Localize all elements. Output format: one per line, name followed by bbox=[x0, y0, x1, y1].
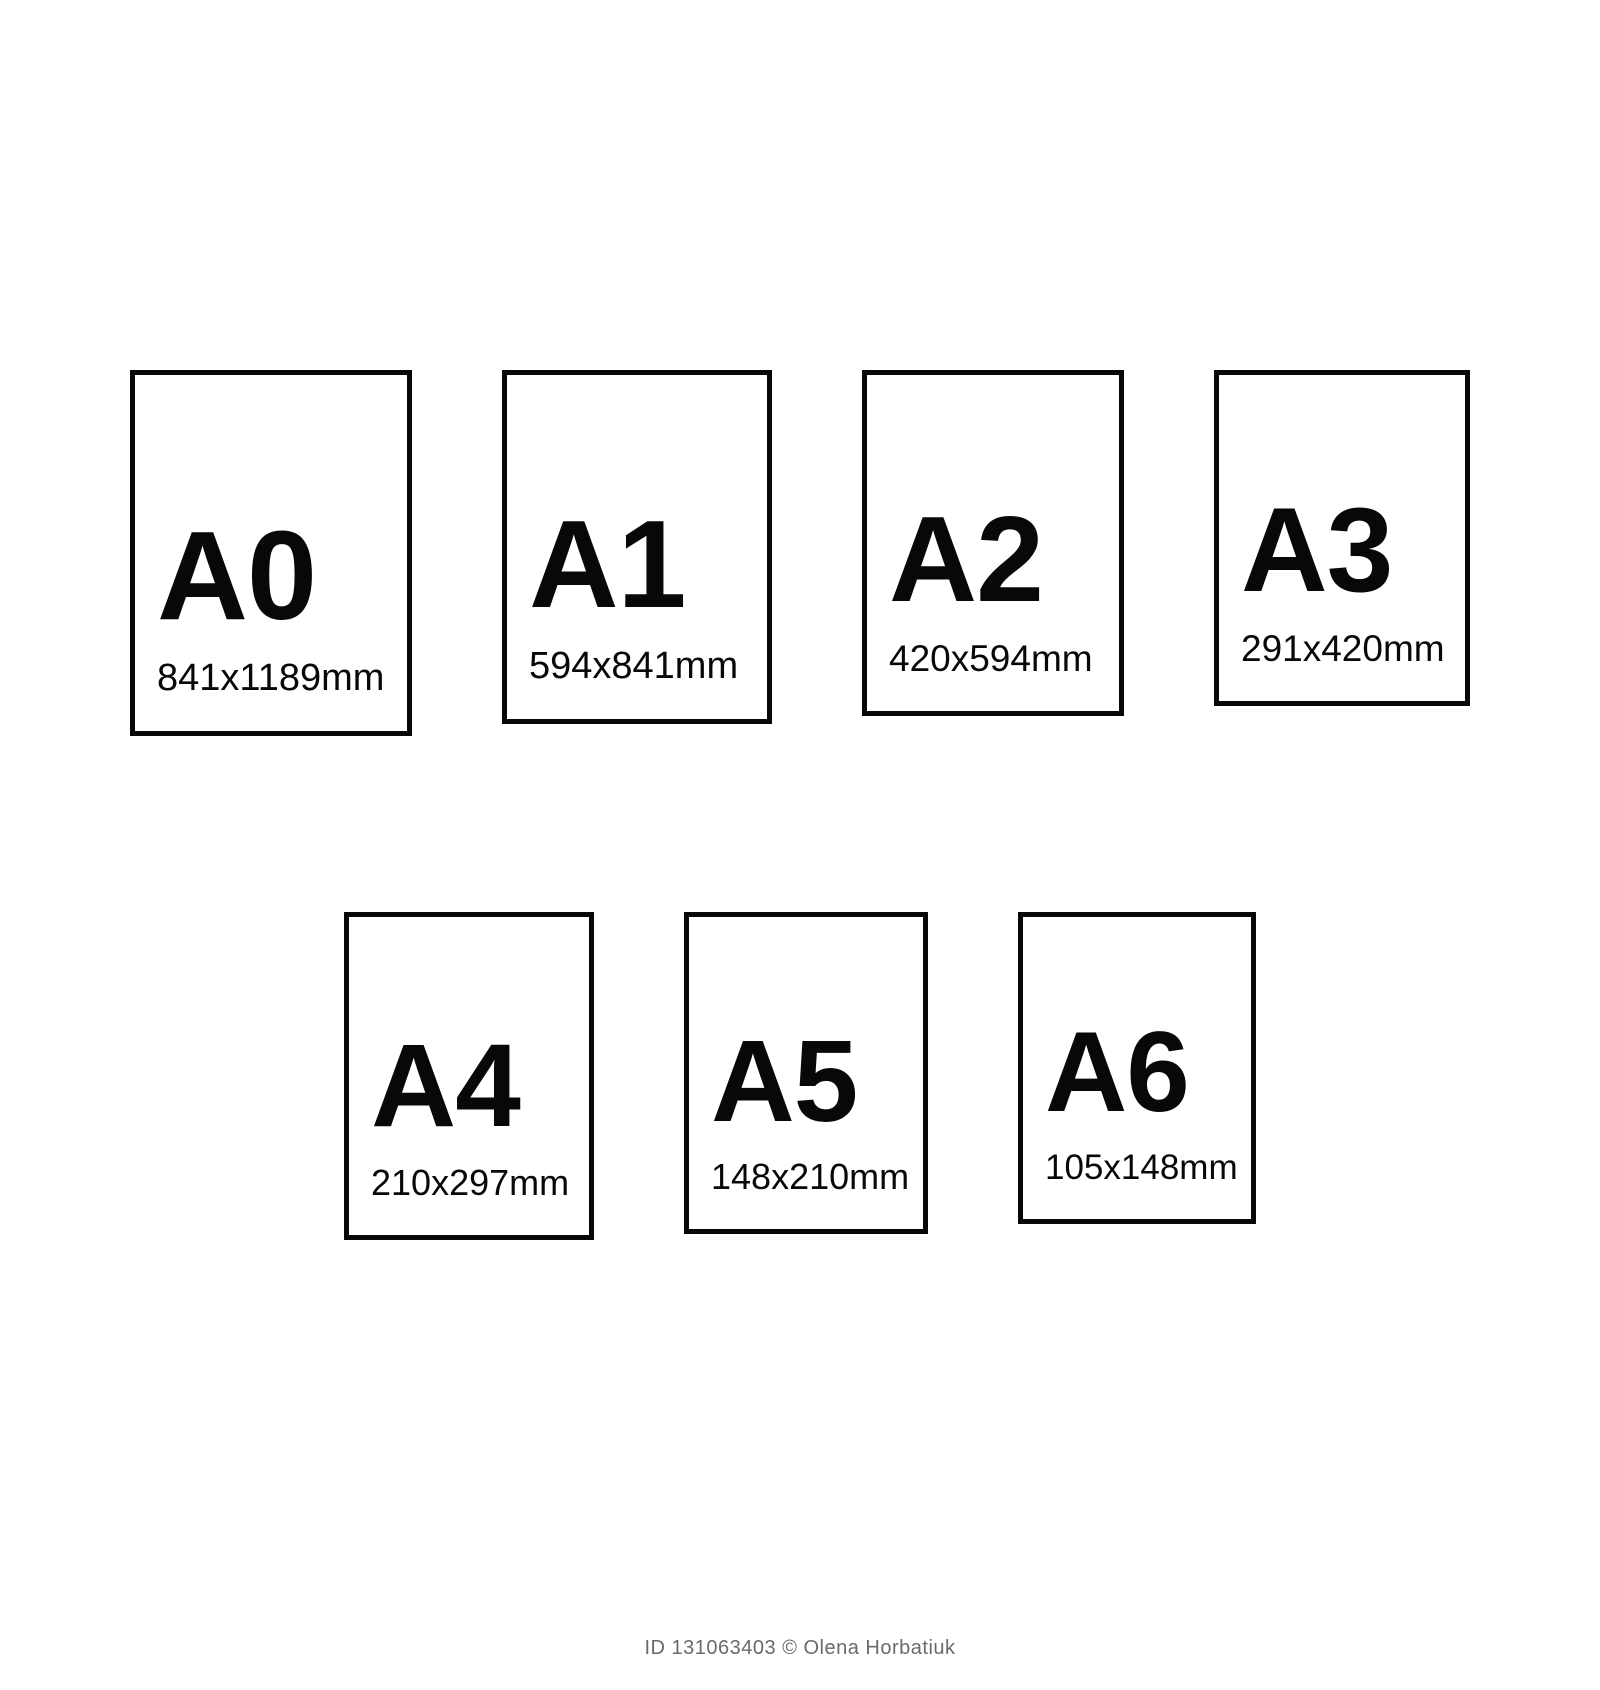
card-a1: A1 594x841mm bbox=[502, 370, 772, 724]
dims-a4: 210x297mm bbox=[371, 1165, 569, 1201]
dims-a6: 105x148mm bbox=[1045, 1150, 1238, 1185]
row-bottom: A4 210x297mm A5 148x210mm A6 105x148mm bbox=[0, 912, 1600, 1240]
card-a2: A2 420x594mm bbox=[862, 370, 1124, 716]
dims-a1: 594x841mm bbox=[529, 647, 738, 685]
label-a4: A4 bbox=[371, 1027, 520, 1145]
dims-a3: 291x420mm bbox=[1241, 630, 1445, 667]
card-a3: A3 291x420mm bbox=[1214, 370, 1470, 706]
row-top: A0 841x1189mm A1 594x841mm A2 420x594mm … bbox=[0, 370, 1600, 736]
card-a6: A6 105x148mm bbox=[1018, 912, 1256, 1224]
card-a5: A5 148x210mm bbox=[684, 912, 928, 1234]
paper-sizes-infographic: A0 841x1189mm A1 594x841mm A2 420x594mm … bbox=[0, 0, 1600, 1690]
attribution-id: ID 131063403 © Olena Horbatiuk bbox=[0, 1637, 1600, 1660]
card-a0: A0 841x1189mm bbox=[130, 370, 412, 736]
dims-a5: 148x210mm bbox=[711, 1159, 909, 1195]
label-a1: A1 bbox=[529, 503, 686, 627]
label-a6: A6 bbox=[1045, 1016, 1189, 1130]
attribution: ID 131063403 © Olena Horbatiuk bbox=[0, 1631, 1600, 1660]
label-a3: A3 bbox=[1241, 490, 1392, 610]
dims-a0: 841x1189mm bbox=[157, 659, 384, 697]
label-a5: A5 bbox=[711, 1023, 857, 1139]
dims-a2: 420x594mm bbox=[889, 640, 1093, 677]
label-a0: A0 bbox=[157, 513, 316, 639]
card-a4: A4 210x297mm bbox=[344, 912, 594, 1240]
label-a2: A2 bbox=[889, 498, 1043, 620]
